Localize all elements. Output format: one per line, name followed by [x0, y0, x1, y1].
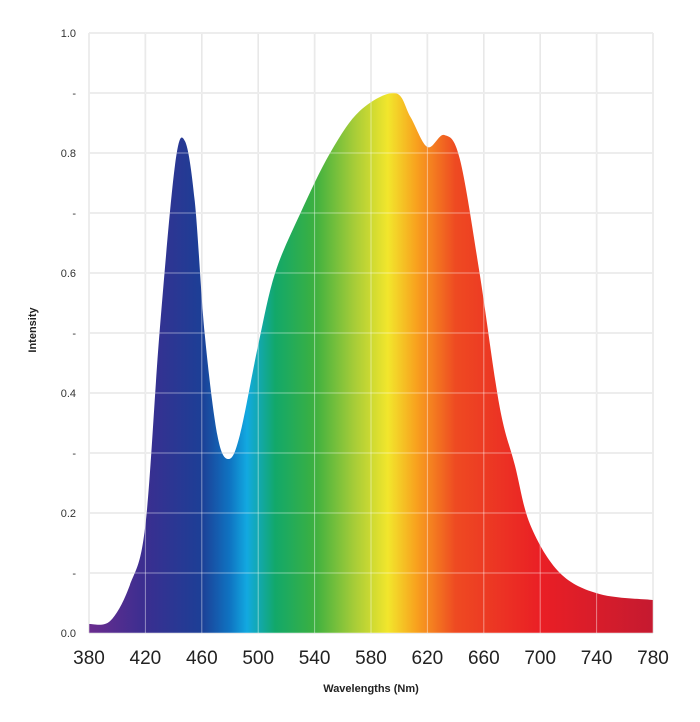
- y-tick-label: 0.4: [61, 388, 76, 400]
- y-tick-label: 1.0: [61, 28, 76, 40]
- x-tick-label: 380: [73, 648, 105, 669]
- x-tick-label: 500: [242, 648, 274, 669]
- x-tick-label: 460: [186, 648, 218, 669]
- y-axis-ticks: 1.0 - 0.8 - 0.6 - 0.4 - 0.2 - 0.0: [61, 28, 77, 640]
- x-axis-ticks: 380 420 460 500 540 580 620 660 700 740 780: [73, 648, 669, 669]
- y-tick-label: 0.2: [61, 508, 76, 520]
- x-tick-label: 620: [412, 648, 444, 669]
- x-tick-label: 780: [637, 648, 669, 669]
- y-tick-label: -: [72, 568, 76, 580]
- spectrum-area: [89, 92, 653, 634]
- grid-lines-overlay: [88, 32, 654, 634]
- x-tick-label: 540: [299, 648, 331, 669]
- y-tick-label: -: [72, 88, 76, 100]
- y-tick-label: 0.0: [61, 628, 76, 640]
- x-tick-label: 660: [468, 648, 500, 669]
- y-tick-label: 0.6: [61, 268, 76, 280]
- x-tick-label: 420: [130, 648, 162, 669]
- x-tick-label: 580: [355, 648, 387, 669]
- x-tick-label: 740: [581, 648, 613, 669]
- x-axis-label: Wavelengths (Nm): [323, 683, 419, 695]
- y-tick-label: -: [72, 448, 76, 460]
- y-axis-label: Intensity: [27, 307, 39, 353]
- y-tick-label: -: [72, 328, 76, 340]
- y-tick-label: 0.8: [61, 148, 76, 160]
- y-tick-label: -: [72, 208, 76, 220]
- x-tick-label: 700: [524, 648, 556, 669]
